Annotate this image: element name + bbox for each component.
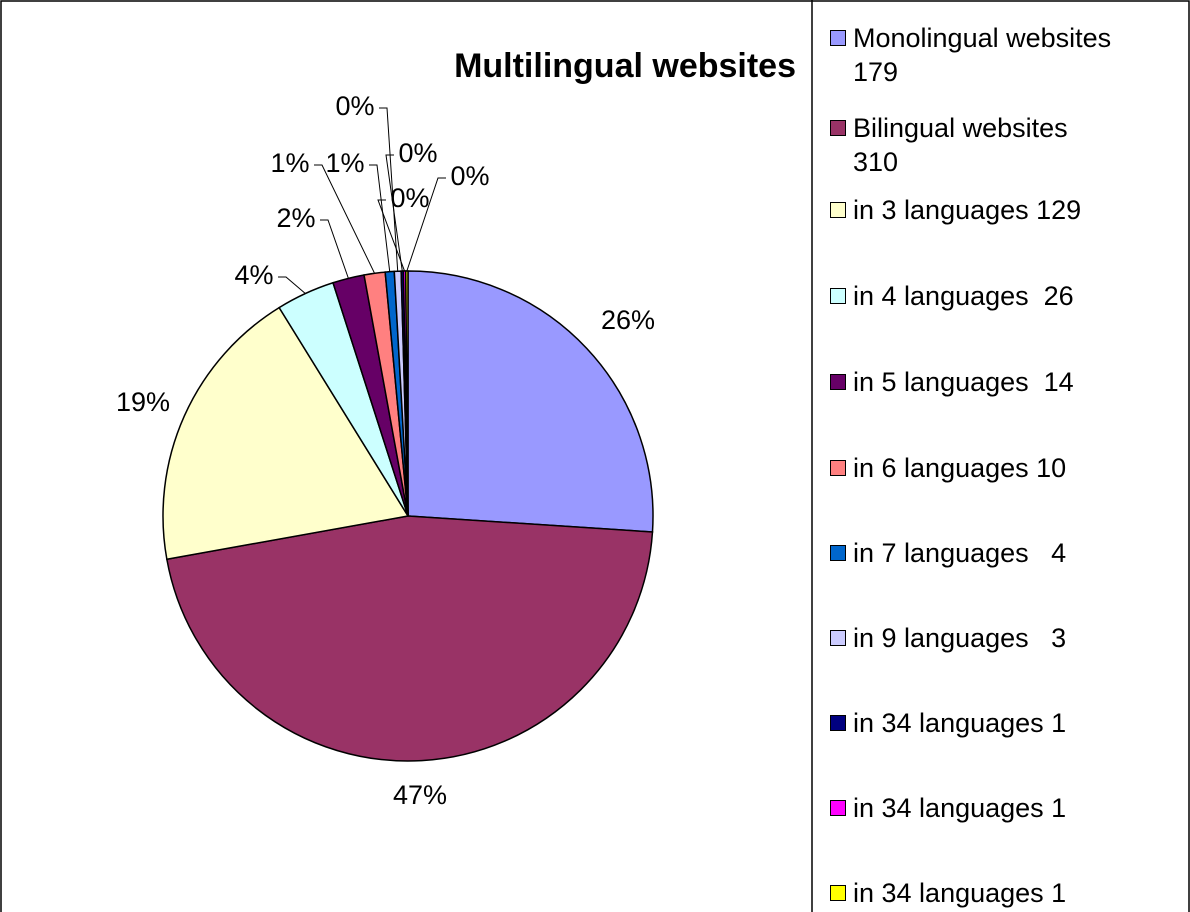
pie-slice bbox=[162, 306, 410, 561]
legend-swatch bbox=[830, 374, 846, 390]
pie-slice bbox=[407, 270, 654, 533]
data-label: 0% bbox=[398, 138, 437, 168]
leader-line bbox=[369, 164, 391, 272]
legend-label: Monolingual websites 179 bbox=[853, 23, 1119, 87]
legend-swatch bbox=[830, 460, 846, 476]
legend-swatch bbox=[830, 885, 846, 901]
leader-line bbox=[320, 219, 349, 279]
legend-label: in 4 languages 26 bbox=[853, 281, 1074, 311]
legend-label: in 3 languages 129 bbox=[853, 195, 1082, 225]
legend-swatch bbox=[830, 120, 846, 136]
legend-swatch bbox=[830, 630, 846, 646]
data-label: 1% bbox=[270, 148, 309, 178]
pie-slice bbox=[165, 515, 654, 762]
legend-swatch bbox=[830, 288, 846, 304]
leader-line bbox=[314, 164, 376, 274]
leader-line bbox=[385, 154, 403, 272]
leader-line bbox=[379, 107, 399, 272]
legend-label: in 34 languages 1 bbox=[853, 878, 1067, 908]
legend-label: Bilingual websites 310 bbox=[853, 113, 1076, 177]
data-label: 0% bbox=[335, 91, 374, 121]
legend-swatch bbox=[830, 715, 846, 731]
legend-label: in 5 languages 14 bbox=[853, 367, 1074, 397]
legend-label: in 34 languages 1 bbox=[853, 708, 1067, 738]
legend-swatch bbox=[830, 545, 846, 561]
legend-label: in 7 languages 4 bbox=[853, 538, 1067, 568]
data-label: 1% bbox=[325, 148, 364, 178]
legend-swatch bbox=[830, 30, 846, 46]
leader-line bbox=[278, 276, 306, 294]
legend-swatch bbox=[830, 202, 846, 218]
data-label: 26% bbox=[601, 305, 655, 335]
data-label: 0% bbox=[450, 161, 489, 191]
data-label: 19% bbox=[116, 387, 170, 417]
chart-title: Multilingual websites bbox=[454, 47, 796, 85]
leader-line bbox=[406, 177, 446, 272]
legend-swatch bbox=[830, 800, 846, 816]
leader-line bbox=[377, 199, 406, 272]
legend-label: in 34 languages 1 bbox=[853, 793, 1067, 823]
data-label: 47% bbox=[393, 780, 447, 810]
legend-label: in 6 languages 10 bbox=[853, 453, 1067, 483]
legend-label: in 9 languages 3 bbox=[853, 623, 1067, 653]
data-label: 0% bbox=[390, 183, 429, 213]
pie-slice bbox=[404, 270, 409, 517]
data-label: 2% bbox=[276, 203, 315, 233]
data-label: 4% bbox=[234, 260, 273, 290]
